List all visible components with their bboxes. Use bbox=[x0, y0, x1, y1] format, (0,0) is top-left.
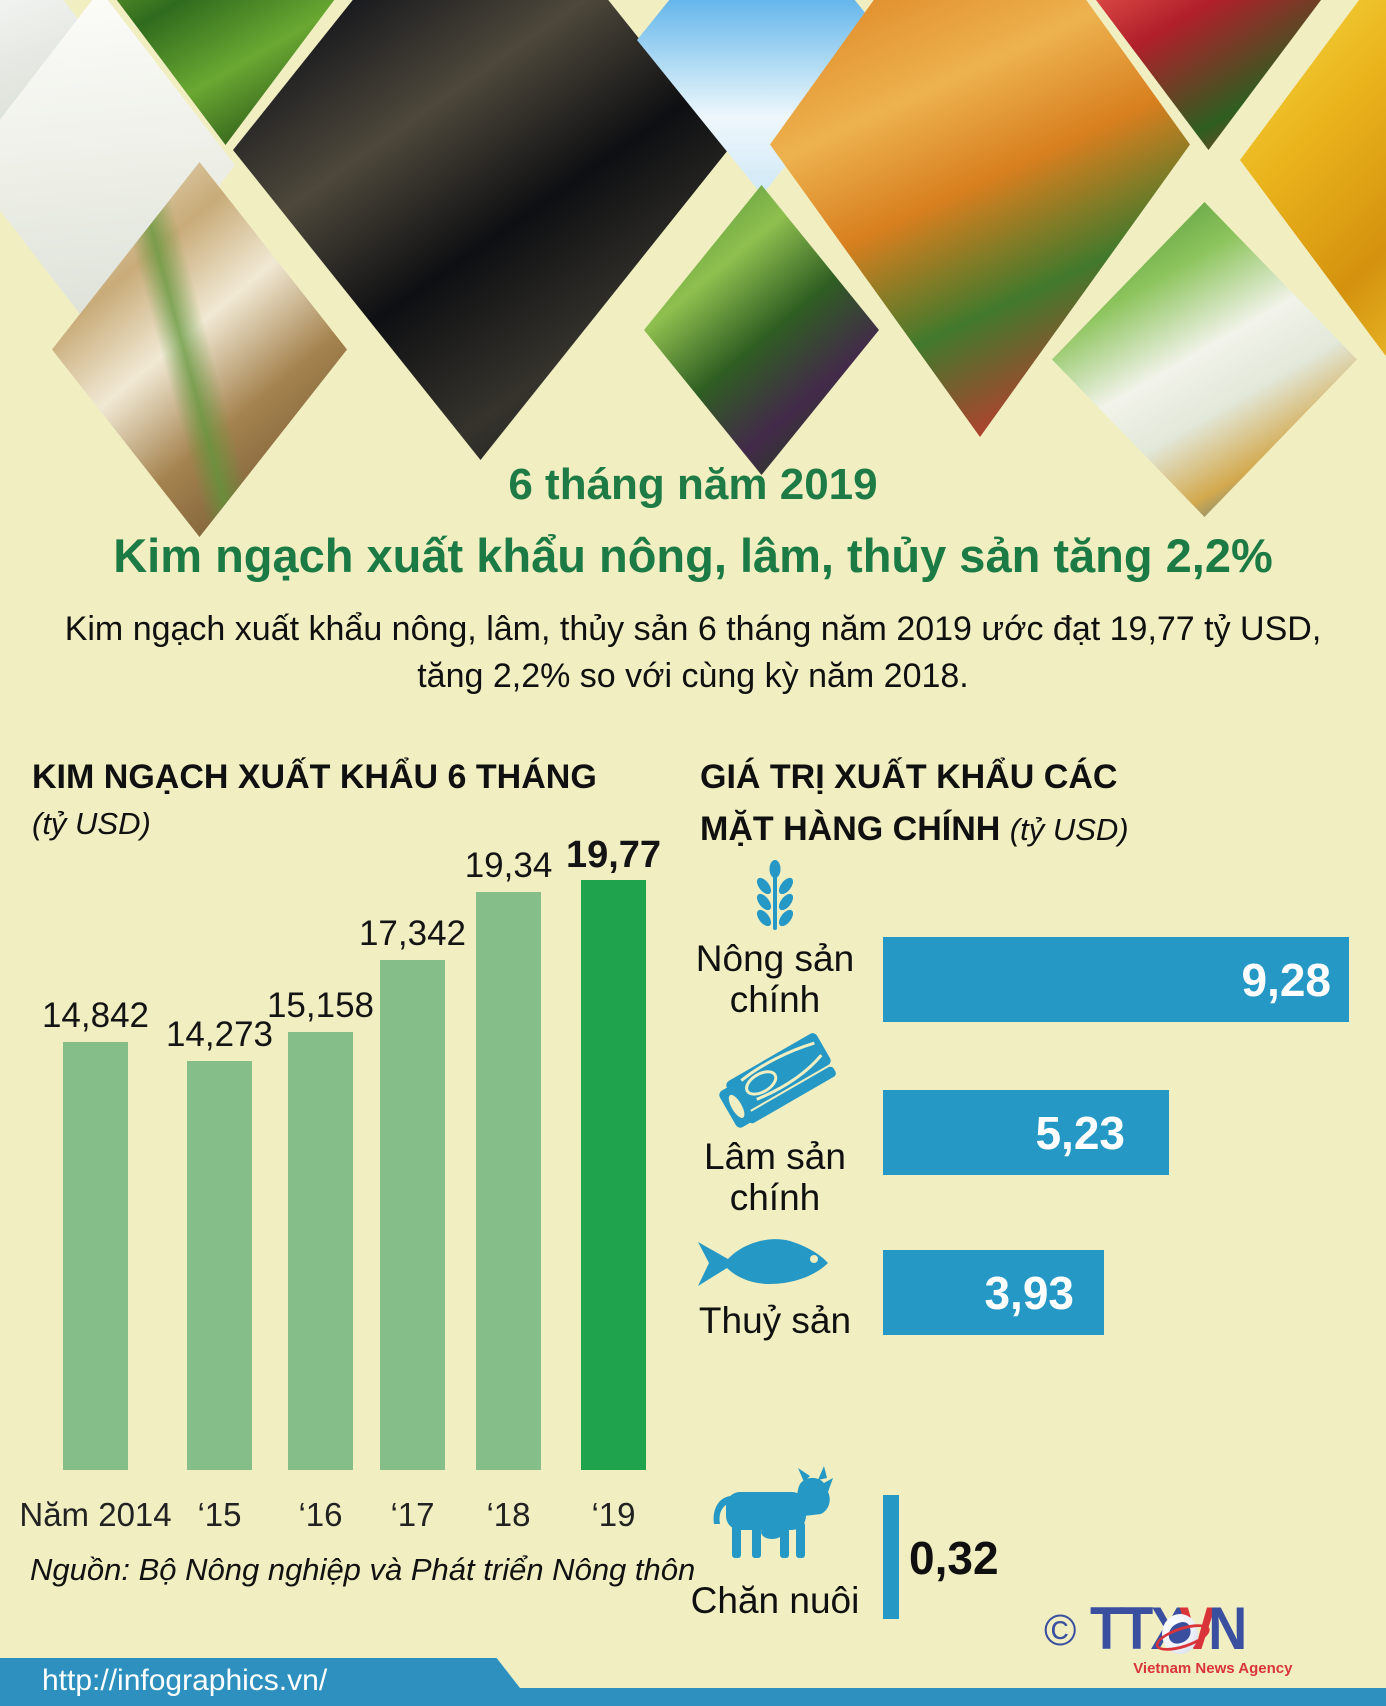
timber-icon bbox=[719, 1033, 836, 1128]
label-forestry: Lâm sản chính bbox=[704, 1136, 846, 1218]
x-label-2014: Năm 2014 bbox=[19, 1496, 172, 1533]
value-crops: 9,28 bbox=[1241, 953, 1331, 1006]
bar-value-2019: 19,77 bbox=[565, 834, 662, 876]
value-fisheries: 3,93 bbox=[984, 1266, 1074, 1319]
right-chart-title-line1: GIÁ TRỊ XUẤT KHẨU CÁC bbox=[700, 758, 1118, 796]
bar-forestry: 5,23 bbox=[883, 1090, 1169, 1175]
bar-year-2014 bbox=[63, 1042, 128, 1470]
ttxvn-logo-main: TTXVN Vietnam News Agency bbox=[1090, 1599, 1293, 1678]
x-label-2017: ‘17 bbox=[390, 1496, 435, 1533]
right-chart-title-bold: MẶT HÀNG CHÍNH bbox=[700, 810, 1010, 848]
bar-value-2015: 14,273 bbox=[165, 1015, 274, 1054]
bar-livestock bbox=[883, 1495, 899, 1619]
period-label: 6 tháng năm 2019 bbox=[508, 460, 878, 509]
bar-value-2014: 14,842 bbox=[41, 996, 150, 1035]
value-forestry: 5,23 bbox=[1035, 1106, 1125, 1159]
left-chart-title: KIM NGẠCH XUẤT KHẨU 6 THÁNG bbox=[32, 758, 597, 796]
label-fisheries: Thuỷ sản bbox=[698, 1300, 852, 1341]
cow-icon bbox=[713, 1466, 833, 1558]
website-url: http://infographics.vn/ bbox=[42, 1664, 328, 1697]
label-crops: Nông sản chính bbox=[695, 938, 855, 1020]
wheat-icon bbox=[756, 860, 794, 930]
bar-year-2019-highlight bbox=[581, 880, 646, 1470]
ttxvn-logo: © TTXVN Vietnam News Agency bbox=[1044, 1599, 1364, 1678]
x-label-2019: ‘19 bbox=[591, 1496, 636, 1533]
label-livestock: Chăn nuôi bbox=[690, 1580, 860, 1621]
bar-year-2018 bbox=[476, 892, 541, 1470]
bar-year-2016 bbox=[288, 1032, 353, 1470]
right-chart-title-line2: MẶT HÀNG CHÍNH (tỷ USD) bbox=[700, 810, 1129, 849]
bar-value-2017: 17,342 bbox=[358, 914, 467, 953]
left-chart-unit: (tỷ USD) bbox=[32, 806, 151, 841]
source-note: Nguồn: Bộ Nông nghiệp và Phát triển Nông… bbox=[30, 1552, 696, 1587]
bar-year-2015 bbox=[187, 1061, 252, 1470]
x-label-2018: ‘18 bbox=[486, 1496, 531, 1533]
logo-subtitle: Vietnam News Agency bbox=[1133, 1660, 1293, 1677]
bar-value-2018: 19,34 bbox=[464, 846, 553, 885]
globe-icon bbox=[1162, 1614, 1199, 1654]
x-label-2015: ‘15 bbox=[197, 1496, 242, 1533]
ttxvn-wordmark: TTXVN bbox=[1090, 1599, 1247, 1659]
x-label-2016: ‘16 bbox=[298, 1496, 343, 1533]
bar-value-2016: 15,158 bbox=[266, 986, 375, 1025]
value-livestock: 0,32 bbox=[909, 1532, 999, 1584]
copyright-icon: © bbox=[1044, 1606, 1077, 1655]
logo-n: N bbox=[1208, 1595, 1248, 1662]
bar-crops: 9,28 bbox=[883, 937, 1349, 1022]
page-title: Kim ngạch xuất khẩu nông, lâm, thủy sản … bbox=[113, 529, 1273, 582]
fish-icon bbox=[698, 1239, 828, 1286]
bar-fisheries: 3,93 bbox=[883, 1250, 1104, 1335]
page-subtitle: Kim ngạch xuất khẩu nông, lâm, thủy sản … bbox=[64, 610, 1322, 695]
bar-year-2017 bbox=[380, 960, 445, 1470]
right-chart-unit: (tỷ USD) bbox=[1009, 812, 1129, 847]
footer-url-tab: http://infographics.vn/ bbox=[0, 1658, 534, 1706]
